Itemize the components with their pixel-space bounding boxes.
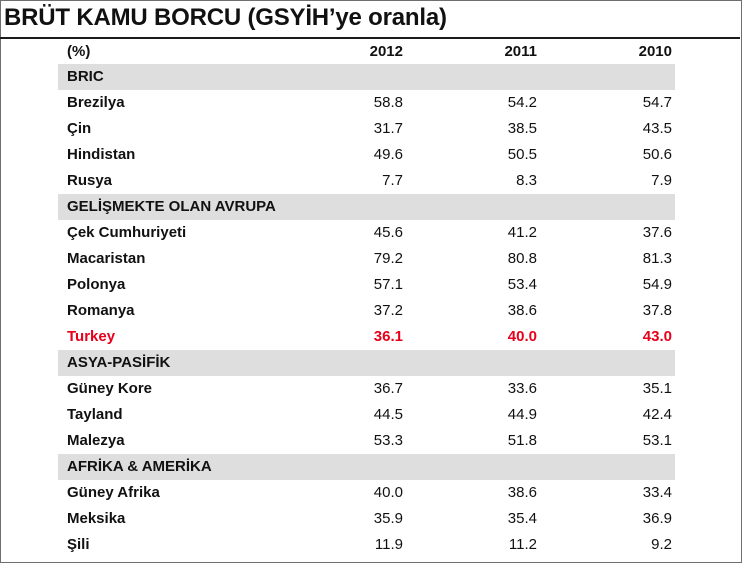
value-cell: 53.1 [642, 432, 672, 449]
unit-label: (%) [67, 43, 91, 60]
table-row: Çin 31.7 38.5 43.5 [58, 116, 675, 142]
table-row: Romanya 37.2 38.6 37.8 [58, 298, 675, 324]
value-cell: 53.3 [373, 432, 403, 449]
value-cell: 36.9 [642, 510, 672, 527]
value-cell: 11.9 [374, 536, 403, 553]
value-cell: 38.6 [507, 484, 537, 501]
value-cell: 8.3 [516, 172, 537, 189]
value-cell: 58.8 [373, 94, 403, 111]
value-cell: 37.2 [373, 302, 403, 319]
country-label: Güney Afrika [67, 484, 160, 501]
value-cell: 42.4 [642, 406, 672, 423]
table-row: Polonya 57.1 53.4 54.9 [58, 272, 675, 298]
value-cell: 38.5 [507, 120, 537, 137]
table-row: Çek Cumhuriyeti 45.6 41.2 37.6 [58, 220, 675, 246]
value-cell: 38.6 [507, 302, 537, 319]
country-label: Çin [67, 120, 92, 137]
section-label: GELİŞMEKTE OLAN AVRUPA [67, 198, 276, 215]
section-label: ASYA-PASİFİK [67, 354, 171, 371]
table-row: Macaristan 79.2 80.8 81.3 [58, 246, 675, 272]
country-label: Hindistan [67, 146, 136, 163]
value-cell: 36.7 [373, 380, 403, 397]
value-cell: 31.7 [373, 120, 403, 137]
value-cell: 7.9 [651, 172, 672, 189]
section-header-row: BRIC [58, 64, 675, 90]
value-cell: 57.1 [373, 276, 403, 293]
table-row: Brezilya 58.8 54.2 54.7 [58, 90, 675, 116]
table-row: Şili 11.9 11.2 9.2 [58, 532, 675, 558]
table-row: Güney Kore 36.7 33.6 35.1 [58, 376, 675, 402]
year-column-header: 2011 [504, 43, 537, 60]
value-cell: 33.4 [642, 484, 672, 501]
value-cell: 37.8 [642, 302, 672, 319]
country-label: Macaristan [67, 250, 146, 267]
value-cell: 80.8 [507, 250, 537, 267]
value-cell: 7.7 [382, 172, 403, 189]
section-header-row: ASYA-PASİFİK [58, 350, 675, 376]
value-cell: 43.5 [642, 120, 672, 137]
country-label: Malezya [67, 432, 125, 449]
value-cell: 45.6 [373, 224, 403, 241]
country-label: Tayland [67, 406, 123, 423]
section-label: AFRİKA & AMERİKA [67, 458, 212, 475]
value-cell: 54.9 [642, 276, 672, 293]
table-row: Rusya 7.7 8.3 7.9 [58, 168, 675, 194]
title-band: BRÜT KAMU BORCU (GSYİH’ye oranla) [0, 0, 740, 39]
table-row: Hindistan 49.6 50.5 50.6 [58, 142, 675, 168]
value-cell: 43.0 [642, 328, 672, 345]
page-title: BRÜT KAMU BORCU (GSYİH’ye oranla) [4, 4, 447, 31]
value-cell: 35.9 [373, 510, 403, 527]
value-cell: 40.0 [507, 328, 537, 345]
section-header-row: AFRİKA & AMERİKA [58, 454, 675, 480]
value-cell: 54.2 [507, 94, 537, 111]
value-cell: 50.6 [642, 146, 672, 163]
value-cell: 51.8 [507, 432, 537, 449]
section-header-row: GELİŞMEKTE OLAN AVRUPA [58, 194, 675, 220]
table-header-row: (%) 2012 2011 2010 [58, 40, 675, 64]
table-row: Güney Afrika 40.0 38.6 33.4 [58, 480, 675, 506]
table-body: BRIC Brezilya 58.8 54.2 54.7 Çin 31.7 38.5 43.5 H… [58, 64, 675, 558]
country-label: Çek Cumhuriyeti [67, 224, 187, 241]
value-cell: 50.5 [507, 146, 537, 163]
value-cell: 49.6 [373, 146, 403, 163]
value-cell: 79.2 [373, 250, 403, 267]
country-label: Güney Kore [67, 380, 153, 397]
country-label: Turkey [67, 328, 116, 345]
country-label: Brezilya [67, 94, 125, 111]
country-label: Şili [67, 536, 90, 553]
value-cell: 35.1 [642, 380, 672, 397]
value-cell: 54.7 [642, 94, 672, 111]
value-cell: 44.9 [507, 406, 537, 423]
year-column-header: 2012 [369, 43, 403, 60]
country-label: Rusya [67, 172, 113, 189]
value-cell: 36.1 [373, 328, 403, 345]
country-label: Polonya [67, 276, 126, 293]
value-cell: 11.2 [508, 536, 537, 553]
country-label: Romanya [67, 302, 135, 319]
table-row: Meksika 35.9 35.4 36.9 [58, 506, 675, 532]
value-cell: 40.0 [373, 484, 403, 501]
year-column-header: 2010 [638, 43, 672, 60]
highlighted-row: Turkey 36.1 40.0 43.0 [58, 324, 675, 350]
country-label: Meksika [67, 510, 126, 527]
value-cell: 33.6 [507, 380, 537, 397]
debt-table: (%) 2012 2011 2010 BRIC Brezilya 58.8 54.2 5… [58, 40, 675, 558]
section-label: BRIC [67, 68, 104, 85]
value-cell: 35.4 [507, 510, 537, 527]
value-cell: 81.3 [642, 250, 672, 267]
value-cell: 37.6 [642, 224, 672, 241]
value-cell: 44.5 [373, 406, 403, 423]
value-cell: 9.2 [651, 536, 672, 553]
value-cell: 53.4 [507, 276, 537, 293]
table-row: Tayland 44.5 44.9 42.4 [58, 402, 675, 428]
value-cell: 41.2 [507, 224, 537, 241]
table-row: Malezya 53.3 51.8 53.1 [58, 428, 675, 454]
